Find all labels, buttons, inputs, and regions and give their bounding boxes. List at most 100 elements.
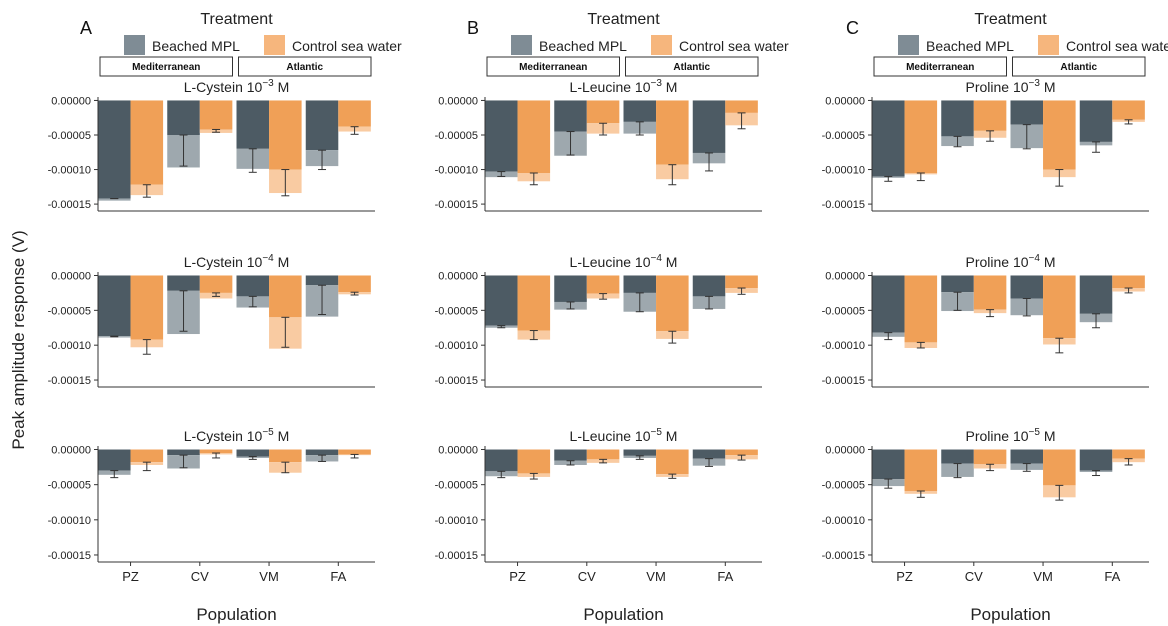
beached-bar (623, 100, 657, 122)
beached-bar (236, 100, 270, 149)
control-bar (725, 275, 758, 289)
strip-box (1012, 56, 1146, 77)
y-tick-label: 0.00000 (825, 270, 865, 282)
legend-label: Beached MPL (539, 38, 627, 54)
facet: L-Cystein 10−3 M 0.00000 -0.00005 -0.00010 -… (48, 78, 375, 212)
panel-letter: C (846, 18, 859, 38)
beached-bar (692, 100, 726, 153)
y-tick-label: 0.00000 (51, 95, 91, 107)
x-tick-label: CV (965, 569, 983, 584)
facet: Proline 10−4 M 0.00000 -0.00005 -0.00010 -0.… (822, 253, 1149, 388)
control-bar (1112, 275, 1145, 289)
control-bar (904, 275, 938, 343)
beached-bar (1010, 449, 1044, 464)
y-tick-label: 0.00000 (438, 270, 478, 282)
control-bar (973, 275, 1007, 310)
control-bar (1043, 449, 1076, 486)
control-bar (904, 100, 938, 173)
control-bar (130, 275, 164, 340)
beached-bar (236, 449, 270, 457)
facet: L-Leucine 10−4 M 0.00000 -0.00005 -0.00010 -… (435, 253, 762, 388)
beached-bar (1010, 275, 1044, 299)
control-bar (725, 449, 758, 456)
strip-label: Atlantic (1060, 62, 1097, 73)
y-tick-label: -0.00010 (435, 165, 478, 177)
legend-title: Treatment (587, 11, 660, 28)
control-bar (517, 100, 551, 173)
legend-label: Beached MPL (926, 38, 1014, 54)
y-tick-label: -0.00010 (822, 165, 865, 177)
beached-bar (872, 275, 905, 333)
beached-bar (485, 275, 518, 326)
x-tick-label: PZ (896, 569, 913, 584)
beached-bar (1010, 100, 1044, 125)
y-tick-label: -0.00010 (822, 515, 865, 527)
legend-swatch (651, 35, 672, 55)
facet: L-Cystein 10−5 M 0.00000 -0.00005 -0.00010 -… (48, 427, 375, 563)
beached-bar (1079, 100, 1113, 142)
beached-bar (692, 449, 726, 459)
facet-title: L-Cystein 10−4 M (184, 253, 290, 270)
facet: L-Cystein 10−4 M 0.00000 -0.00005 -0.00010 -… (48, 253, 375, 388)
control-bar (586, 275, 620, 294)
control-bar (656, 275, 689, 332)
legend-label: Beached MPL (152, 38, 240, 54)
y-tick-label: -0.00010 (822, 340, 865, 352)
control-bar (973, 100, 1007, 131)
control-bar (517, 449, 551, 474)
facet-title: L-Leucine 10−5 M (570, 427, 678, 444)
x-tick-label: FA (330, 569, 346, 584)
beached-bar (872, 449, 905, 480)
y-tick-label: -0.00005 (822, 305, 865, 317)
y-tick-label: -0.00015 (435, 550, 478, 562)
strip-label: Mediterranean (132, 62, 200, 73)
beached-bar (623, 449, 657, 456)
x-tick-label: PZ (122, 569, 139, 584)
y-tick-label: -0.00010 (48, 515, 91, 527)
legend-label: Control sea water (1066, 38, 1168, 54)
facet: Proline 10−5 M 0.00000 -0.00005 -0.00010 -0.… (822, 427, 1149, 563)
strip-box (99, 56, 233, 77)
control-bar (199, 275, 233, 293)
control-bar (338, 275, 371, 293)
beached-bar (305, 100, 339, 151)
control-bar (269, 275, 302, 318)
y-tick-label: -0.00005 (822, 130, 865, 142)
legend-swatch (264, 35, 285, 55)
facet: L-Leucine 10−5 M 0.00000 -0.00005 -0.00010 -… (435, 427, 762, 563)
x-tick-label: CV (578, 569, 596, 584)
panel-a: A Treatment Beached MPL Control sea water Me… (48, 11, 402, 624)
x-tick-label: VM (646, 569, 666, 584)
control-bar (656, 449, 689, 475)
beached-bar (305, 449, 339, 456)
strip-label: Atlantic (286, 62, 323, 73)
y-tick-label: -0.00015 (435, 375, 478, 387)
y-tick-label: -0.00015 (48, 550, 91, 562)
y-tick-label: -0.00005 (435, 130, 478, 142)
legend-label: Control sea water (292, 38, 402, 54)
legend-title: Treatment (200, 11, 273, 28)
y-tick-label: -0.00010 (48, 340, 91, 352)
y-tick-label: 0.00000 (825, 95, 865, 107)
beached-bar (1079, 449, 1113, 471)
facet-title: Proline 10−4 M (965, 253, 1055, 270)
control-bar (269, 100, 302, 170)
facet-title: L-Cystein 10−5 M (184, 427, 290, 444)
y-tick-label: -0.00005 (48, 480, 91, 492)
control-bar (517, 275, 551, 331)
legend-swatch (124, 35, 145, 55)
x-tick-label: FA (717, 569, 733, 584)
control-bar (725, 100, 758, 113)
facet-title: Proline 10−5 M (965, 427, 1055, 444)
y-tick-label: 0.00000 (51, 445, 91, 457)
control-bar (1043, 100, 1076, 170)
panel-letter: B (467, 18, 479, 38)
legend-swatch (511, 35, 532, 55)
x-tick-label: VM (1033, 569, 1053, 584)
x-axis-label: Population (970, 605, 1050, 624)
beached-bar (167, 275, 200, 291)
control-bar (338, 449, 371, 455)
control-bar (199, 100, 233, 130)
control-bar (1112, 449, 1145, 459)
